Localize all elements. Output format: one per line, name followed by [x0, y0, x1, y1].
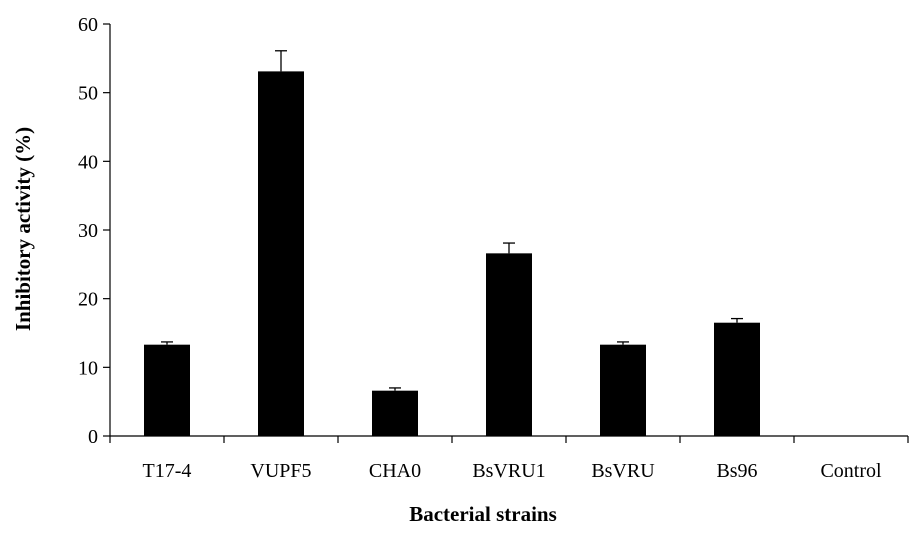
x-tick-label: Bs96 [716, 460, 757, 482]
x-tick-label: T17-4 [143, 460, 192, 482]
y-axis-title: Inhibitory activity (%) [11, 127, 35, 331]
y-tick-label: 0 [88, 426, 98, 448]
y-tick-label: 40 [78, 151, 98, 173]
x-tick-label: VUPF5 [250, 460, 311, 482]
x-tick-label: CHA0 [369, 460, 421, 482]
y-tick-label: 20 [78, 289, 98, 311]
bar [486, 253, 532, 436]
y-tick-label: 60 [78, 14, 98, 36]
bar [258, 71, 304, 436]
bar [714, 322, 760, 436]
x-axis-title: Bacterial strains [409, 502, 557, 526]
plot-area: 0 10 20 30 40 50 60 T17-4 VUPF5 CHA0 BsVRU1 BsVRU Bs… [78, 14, 909, 482]
y-tick-label: 30 [78, 220, 98, 242]
bar [600, 344, 646, 436]
x-tick-label: BsVRU1 [472, 460, 545, 482]
bar [372, 390, 418, 436]
x-tick-label: BsVRU [591, 460, 655, 482]
y-tick-label: 50 [78, 83, 98, 105]
bar [144, 344, 190, 436]
y-tick-label: 10 [78, 357, 98, 379]
x-tick-label: Control [820, 460, 882, 482]
